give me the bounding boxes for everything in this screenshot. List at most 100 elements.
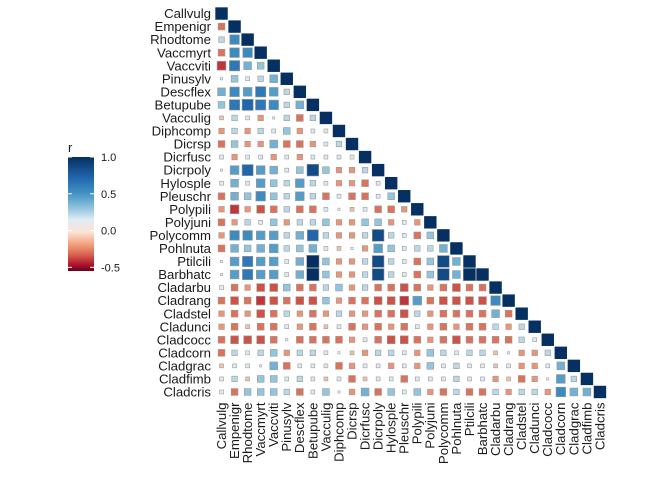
correlation-cell <box>218 127 225 135</box>
correlation-cell <box>387 205 395 213</box>
correlation-cell <box>296 154 303 161</box>
correlation-cell <box>283 362 291 370</box>
x-tick-label: Cladrang <box>501 403 516 457</box>
correlation-cell <box>452 296 461 305</box>
correlation-cell <box>361 284 369 291</box>
correlation-cell <box>322 166 330 174</box>
correlation-cell <box>426 257 435 266</box>
correlation-cell <box>270 388 278 396</box>
correlation-cell <box>230 335 239 344</box>
correlation-cell <box>374 205 382 213</box>
correlation-cell <box>217 87 226 97</box>
correlation-cell <box>332 124 346 138</box>
y-tick-label: Dicrfusc <box>163 150 211 165</box>
correlation-cell <box>296 219 303 226</box>
correlation-cell <box>230 323 239 331</box>
correlation-cell <box>373 243 383 254</box>
correlation-cell <box>283 206 290 213</box>
x-tick-label: Cladfimb <box>579 403 594 455</box>
correlation-cell <box>242 87 253 97</box>
correlation-cell <box>361 271 369 278</box>
correlation-cell <box>570 375 577 382</box>
correlation-cell <box>467 376 472 382</box>
correlation-cell <box>336 154 342 160</box>
correlation-cell <box>504 336 513 344</box>
correlation-cell <box>388 323 395 330</box>
x-tick-label: Vaccviti <box>266 402 281 447</box>
correlation-cell <box>374 336 382 344</box>
correlation-cell <box>255 230 266 241</box>
correlation-cell <box>310 363 316 369</box>
correlation-cell <box>230 75 239 83</box>
correlation-cell <box>336 246 342 251</box>
y-tick-label: Callvulg <box>164 6 211 21</box>
correlation-cell <box>218 323 225 330</box>
correlation-cell <box>269 74 278 83</box>
correlation-cell <box>231 219 238 226</box>
correlation-cell <box>492 388 499 396</box>
correlation-cell <box>437 268 450 281</box>
correlation-cell <box>244 310 251 317</box>
correlation-cell <box>399 283 409 292</box>
correlation-cell <box>323 324 329 329</box>
correlation-cell <box>399 335 409 344</box>
y-tick-label: Pleuschr <box>160 189 212 204</box>
x-tick-label: Pohlnuta <box>449 402 464 455</box>
x-tick-label: Pleuschr <box>397 402 412 454</box>
correlation-cell <box>245 376 250 382</box>
correlation-cell <box>492 323 499 330</box>
correlation-cell <box>270 179 278 187</box>
correlation-cell <box>348 362 356 369</box>
correlation-cell <box>452 257 461 266</box>
correlation-cell <box>310 376 316 382</box>
correlation-cell <box>284 376 290 382</box>
correlation-cell <box>387 244 395 253</box>
correlation-cell <box>243 244 252 253</box>
correlation-cell <box>242 255 254 267</box>
correlation-cell <box>309 180 316 187</box>
correlation-cell <box>401 246 407 251</box>
correlation-cell <box>426 349 435 357</box>
correlation-cell <box>323 128 329 134</box>
y-tick-label: Cladcorn <box>158 345 211 360</box>
correlation-cell <box>478 296 487 305</box>
correlation-cell <box>309 193 316 200</box>
correlation-cell <box>323 363 329 369</box>
correlation-cell <box>270 218 278 227</box>
correlation-cell <box>229 60 241 72</box>
correlation-cell <box>348 271 356 278</box>
correlation-cell <box>412 295 422 306</box>
y-tick-label: Cladarbu <box>157 280 211 295</box>
y-tick-label: Cladcocc <box>157 332 212 347</box>
correlation-cell <box>323 350 329 356</box>
correlation-cell <box>245 363 250 369</box>
correlation-cell <box>401 259 407 264</box>
correlation-cell <box>439 309 448 318</box>
legend-tick-label: -0.5 <box>101 262 120 274</box>
x-tick-label: Cladcocc <box>540 402 555 457</box>
correlation-cell <box>296 114 304 122</box>
correlation-cell <box>506 363 511 369</box>
correlation-cell <box>307 229 319 242</box>
correlation-cell <box>255 256 266 267</box>
correlation-cell <box>296 349 303 356</box>
correlation-cell <box>258 154 263 160</box>
correlation-cell <box>567 359 581 373</box>
correlation-cell <box>361 258 369 265</box>
correlation-cell <box>465 309 474 318</box>
correlation-cell <box>541 333 554 346</box>
correlation-cell <box>284 154 290 160</box>
correlation-cell <box>387 283 395 292</box>
correlation-cell <box>593 385 607 399</box>
correlation-cell <box>322 296 330 305</box>
legend-colorbar <box>68 157 94 271</box>
correlation-cell <box>505 388 512 396</box>
correlation-cell <box>309 140 316 148</box>
correlation-cell <box>386 335 396 344</box>
correlation-cell <box>465 296 474 305</box>
correlation-cell <box>361 218 369 227</box>
correlation-cell <box>272 116 276 120</box>
correlation-cell <box>531 388 538 396</box>
correlation-cell <box>322 218 330 227</box>
